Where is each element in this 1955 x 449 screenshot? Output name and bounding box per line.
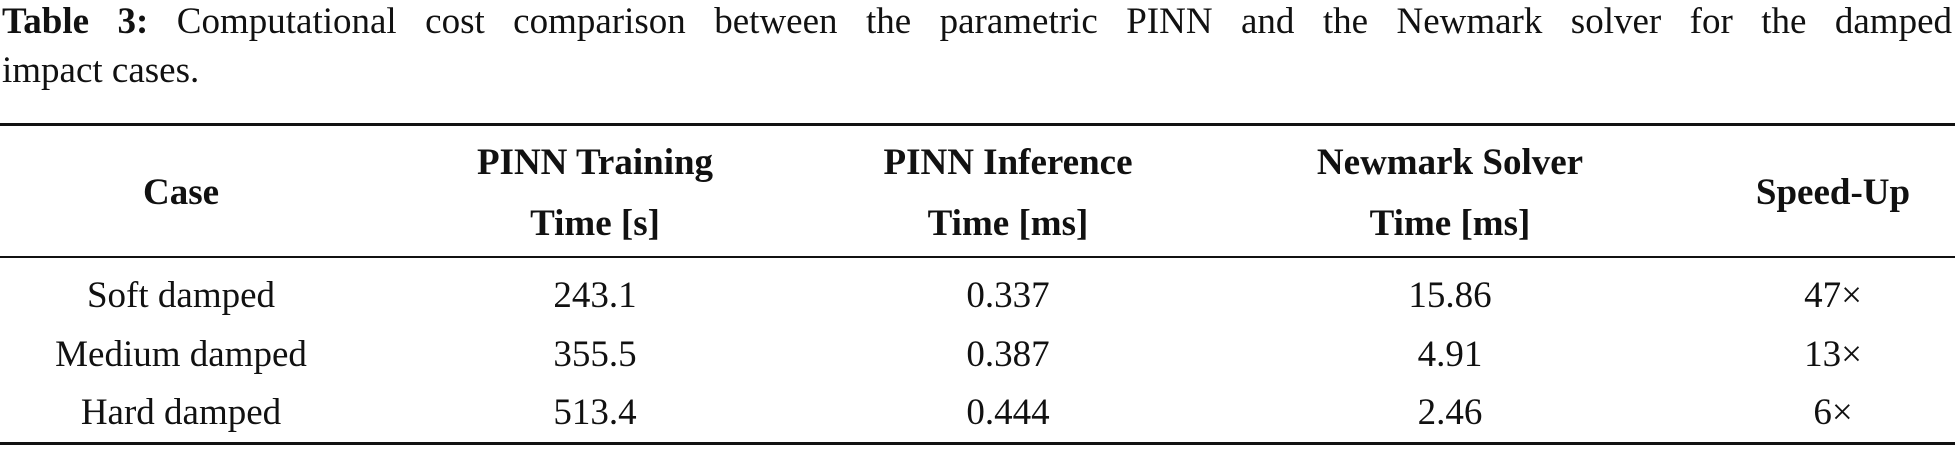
caption-text: impact cases.	[2, 50, 200, 91]
table-cell: 513.4	[553, 392, 637, 433]
table-cell: 2.46	[1417, 392, 1483, 433]
header-cell: Time [ms]	[927, 203, 1089, 244]
table-cell: Hard damped	[80, 392, 282, 433]
header-cell: Time [s]	[530, 203, 660, 244]
caption-line: impact cases.	[2, 49, 1952, 93]
table-cell: 15.86	[1408, 275, 1492, 316]
table-cell: 4.91	[1417, 334, 1483, 375]
caption-text: Computational cost comparison between th…	[176, 1, 1953, 42]
top-rule	[0, 123, 1955, 126]
table-cell: 355.5	[553, 334, 637, 375]
table-cell: 243.1	[553, 275, 637, 316]
table-cell: 47×	[1804, 275, 1862, 316]
header-cell: Case	[142, 172, 220, 213]
bottom-rule	[0, 442, 1955, 445]
caption-label: Table 3:	[2, 1, 149, 42]
table-cell: 0.387	[966, 334, 1050, 375]
header-cell: Time [ms]	[1369, 203, 1531, 244]
table-cell: 0.444	[966, 392, 1050, 433]
table-cell: 0.337	[966, 275, 1050, 316]
caption-line: Table 3: Computational cost comparison b…	[2, 0, 1952, 44]
header-cell: Speed-Up	[1755, 172, 1911, 213]
header-cell: PINN Inference	[883, 142, 1133, 183]
table-cell: Medium damped	[55, 334, 307, 375]
header-cell: PINN Training	[476, 142, 714, 183]
table-cell: 13×	[1804, 334, 1862, 375]
header-cell: Newmark Solver	[1316, 142, 1584, 183]
table-cell: Soft damped	[86, 275, 276, 316]
table-cell: 6×	[1813, 392, 1853, 433]
mid-rule	[0, 256, 1955, 258]
